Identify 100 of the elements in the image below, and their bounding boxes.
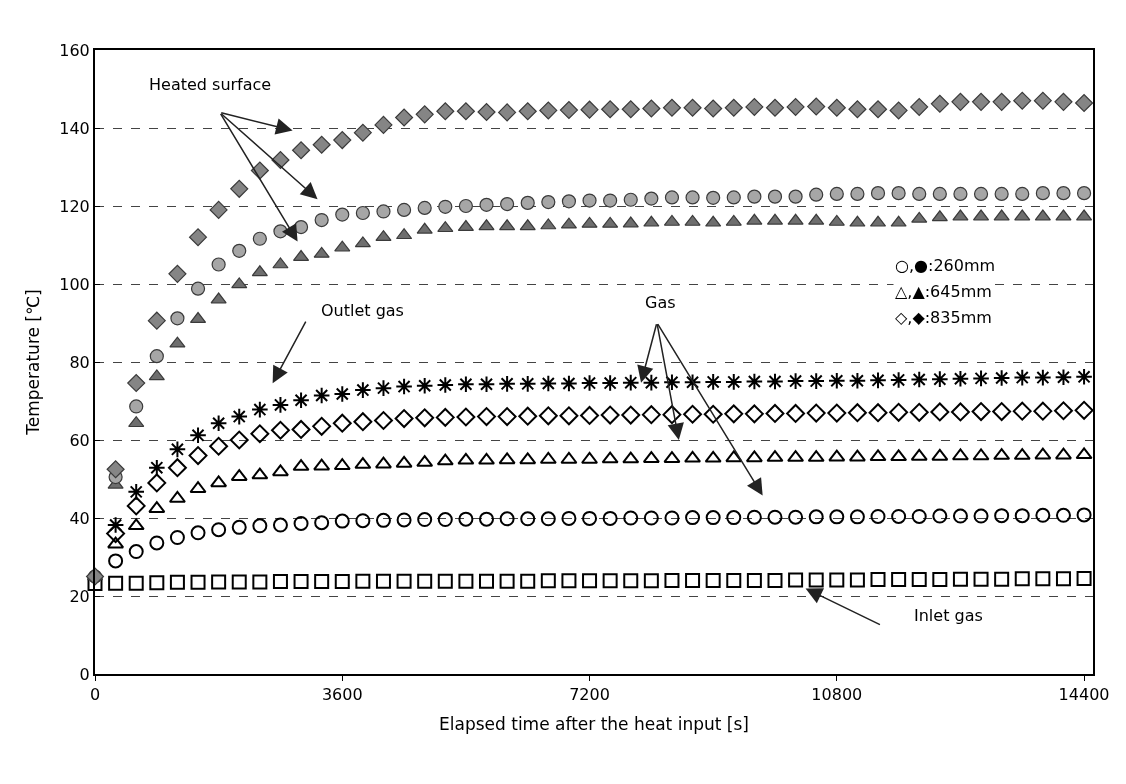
point bbox=[477, 407, 496, 427]
point bbox=[767, 189, 783, 204]
point bbox=[849, 215, 866, 227]
point bbox=[458, 573, 474, 589]
point bbox=[706, 190, 721, 205]
point bbox=[828, 214, 845, 226]
point bbox=[726, 510, 742, 526]
point bbox=[829, 186, 844, 201]
point bbox=[1035, 571, 1051, 587]
point bbox=[1014, 571, 1030, 587]
point bbox=[456, 102, 475, 121]
point bbox=[231, 277, 248, 289]
point bbox=[745, 97, 764, 116]
point bbox=[395, 108, 414, 127]
point bbox=[375, 512, 391, 528]
y-tick-label: 60 bbox=[69, 430, 90, 450]
point bbox=[169, 574, 185, 590]
point bbox=[1035, 186, 1050, 201]
x-tick-label: 10800 bbox=[811, 685, 863, 705]
point bbox=[374, 411, 393, 430]
point bbox=[211, 257, 226, 272]
point bbox=[910, 370, 929, 389]
point bbox=[891, 186, 906, 201]
point bbox=[643, 215, 660, 227]
point bbox=[664, 572, 680, 588]
point bbox=[932, 572, 948, 588]
point bbox=[209, 200, 228, 219]
y-tick-label: 100 bbox=[59, 274, 90, 294]
point bbox=[623, 510, 639, 526]
point bbox=[314, 515, 330, 531]
point bbox=[353, 123, 372, 142]
annotation: ◇,◆:835mm bbox=[895, 308, 992, 327]
point bbox=[520, 511, 536, 527]
point bbox=[169, 530, 185, 545]
point bbox=[497, 407, 517, 427]
point bbox=[394, 409, 414, 428]
annotation: ○,●:260mm bbox=[895, 256, 996, 275]
point bbox=[559, 406, 579, 426]
point bbox=[1056, 186, 1071, 201]
point bbox=[560, 374, 578, 393]
y-tick-label: 80 bbox=[69, 352, 90, 372]
point bbox=[786, 372, 805, 390]
x-tick-label: 3600 bbox=[321, 685, 363, 705]
point bbox=[334, 240, 351, 252]
point bbox=[621, 100, 640, 119]
point bbox=[190, 574, 206, 590]
point bbox=[664, 510, 680, 526]
point bbox=[746, 213, 763, 225]
point bbox=[603, 193, 618, 208]
point bbox=[951, 369, 970, 388]
point bbox=[745, 372, 764, 391]
annotation: Outlet gas bbox=[321, 301, 404, 320]
point bbox=[1054, 401, 1073, 421]
point bbox=[127, 374, 146, 393]
point bbox=[129, 399, 144, 414]
point bbox=[848, 449, 866, 462]
point bbox=[705, 572, 721, 588]
point bbox=[478, 452, 496, 465]
point bbox=[950, 402, 970, 422]
point bbox=[458, 511, 474, 527]
point bbox=[643, 573, 659, 589]
point bbox=[541, 195, 556, 210]
point bbox=[106, 460, 125, 479]
point bbox=[1013, 91, 1032, 110]
point bbox=[499, 219, 516, 231]
point bbox=[540, 218, 557, 230]
point bbox=[992, 402, 1012, 421]
point bbox=[910, 97, 929, 116]
point bbox=[644, 191, 659, 206]
point bbox=[108, 575, 124, 591]
point bbox=[847, 403, 867, 423]
point bbox=[601, 451, 619, 464]
point bbox=[683, 404, 703, 424]
point bbox=[149, 349, 164, 364]
y-tick-label: 120 bbox=[59, 196, 90, 216]
point bbox=[662, 98, 682, 117]
point bbox=[520, 573, 536, 589]
point bbox=[602, 216, 619, 228]
point bbox=[232, 243, 247, 258]
point bbox=[1034, 368, 1052, 387]
point bbox=[1054, 368, 1073, 387]
point bbox=[147, 473, 167, 493]
point bbox=[910, 448, 928, 461]
point bbox=[148, 369, 165, 381]
point bbox=[641, 405, 661, 425]
point bbox=[478, 219, 495, 231]
point bbox=[437, 573, 453, 589]
point bbox=[786, 97, 805, 116]
point bbox=[374, 379, 393, 397]
point bbox=[600, 405, 620, 425]
point bbox=[1075, 368, 1093, 386]
point bbox=[870, 186, 886, 201]
point bbox=[683, 98, 702, 117]
point bbox=[272, 574, 288, 590]
point bbox=[272, 257, 289, 269]
point bbox=[951, 448, 969, 461]
point bbox=[766, 372, 784, 391]
point bbox=[889, 371, 908, 389]
point bbox=[416, 222, 433, 234]
point bbox=[332, 413, 352, 433]
